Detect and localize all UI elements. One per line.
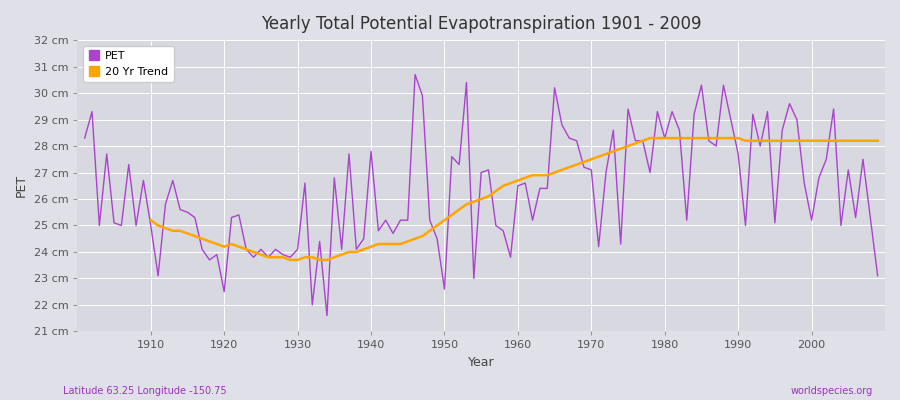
X-axis label: Year: Year bbox=[468, 356, 494, 369]
PET bbox=[79, 136, 90, 140]
PET bbox=[410, 72, 420, 77]
20 Yr Trend bbox=[828, 138, 839, 143]
PET bbox=[321, 313, 332, 318]
20 Yr Trend bbox=[146, 218, 157, 222]
PET bbox=[520, 181, 531, 186]
PET bbox=[527, 218, 538, 222]
20 Yr Trend bbox=[872, 138, 883, 143]
Legend: PET, 20 Yr Trend: PET, 20 Yr Trend bbox=[83, 46, 174, 82]
Y-axis label: PET: PET bbox=[15, 174, 28, 197]
Text: Latitude 63.25 Longitude -150.75: Latitude 63.25 Longitude -150.75 bbox=[63, 386, 227, 396]
Line: 20 Yr Trend: 20 Yr Trend bbox=[151, 138, 878, 260]
PET bbox=[138, 178, 148, 183]
20 Yr Trend bbox=[285, 258, 296, 262]
20 Yr Trend bbox=[292, 258, 303, 262]
20 Yr Trend bbox=[644, 136, 655, 140]
20 Yr Trend bbox=[586, 157, 597, 162]
20 Yr Trend bbox=[850, 138, 861, 143]
Title: Yearly Total Potential Evapotranspiration 1901 - 2009: Yearly Total Potential Evapotranspiratio… bbox=[261, 15, 701, 33]
Text: worldspecies.org: worldspecies.org bbox=[791, 386, 873, 396]
Line: PET: PET bbox=[85, 74, 878, 316]
PET bbox=[351, 247, 362, 252]
PET bbox=[300, 181, 310, 186]
20 Yr Trend bbox=[321, 258, 332, 262]
PET bbox=[616, 242, 626, 246]
20 Yr Trend bbox=[527, 173, 538, 178]
PET bbox=[872, 274, 883, 278]
